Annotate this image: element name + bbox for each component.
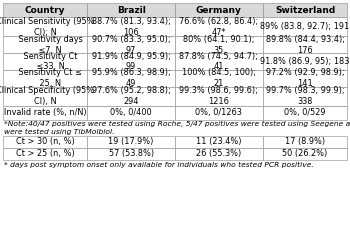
Text: Clinical Specificity (95%
CI), N: Clinical Specificity (95% CI), N <box>0 86 94 106</box>
Text: 91.8% (86.9, 95); 183: 91.8% (86.9, 95); 183 <box>260 57 350 66</box>
Text: 11 (23.4%): 11 (23.4%) <box>196 137 242 146</box>
Bar <box>3 148 87 160</box>
Text: 0%, 0/529: 0%, 0/529 <box>284 108 326 117</box>
Text: Brazil: Brazil <box>117 6 146 15</box>
Text: 95.9% (86.3, 98.9);
49: 95.9% (86.3, 98.9); 49 <box>92 68 170 88</box>
Bar <box>3 17 87 36</box>
Text: 99.3% (98.6, 99.6);
1216: 99.3% (98.6, 99.6); 1216 <box>180 86 258 106</box>
Text: 57 (53.8%): 57 (53.8%) <box>108 149 154 158</box>
Bar <box>87 106 175 120</box>
Text: Country: Country <box>25 6 65 15</box>
Bar <box>263 53 347 70</box>
Bar <box>263 148 347 160</box>
Text: 97.6% (95.2, 98.8);
294: 97.6% (95.2, 98.8); 294 <box>92 86 170 106</box>
Text: 89% (83.8, 92.7); 191: 89% (83.8, 92.7); 191 <box>260 22 350 31</box>
Text: 88.7% (81.3, 93.4);
106: 88.7% (81.3, 93.4); 106 <box>92 17 170 37</box>
Text: Sensitivity Ct ≤
    25, N: Sensitivity Ct ≤ 25, N <box>8 68 82 88</box>
Bar <box>87 3 175 17</box>
Text: 91.9% (84.9, 95.9);
99: 91.9% (84.9, 95.9); 99 <box>92 52 170 72</box>
Text: 76.6% (62.8, 86.4);
47*: 76.6% (62.8, 86.4); 47* <box>179 17 259 37</box>
Bar <box>175 17 263 36</box>
Bar <box>263 70 347 87</box>
Bar <box>87 36 175 53</box>
Bar <box>3 106 87 120</box>
Text: 80% (64.1, 90.1);
35: 80% (64.1, 90.1); 35 <box>183 35 255 55</box>
Bar <box>263 36 347 53</box>
Bar <box>175 148 263 160</box>
Text: Ct > 25 (n, %): Ct > 25 (n, %) <box>16 149 74 158</box>
Text: 87.8% (74.5, 94.7);
41: 87.8% (74.5, 94.7); 41 <box>180 52 258 72</box>
Text: 0%, 0/1263: 0%, 0/1263 <box>195 108 242 117</box>
Bar <box>3 36 87 53</box>
Text: 50 (26.2%): 50 (26.2%) <box>282 149 328 158</box>
Bar <box>175 87 263 106</box>
Bar <box>175 53 263 70</box>
Text: 100% (84.5, 100);
21: 100% (84.5, 100); 21 <box>182 68 256 88</box>
Bar <box>3 3 87 17</box>
Bar <box>87 148 175 160</box>
Bar <box>175 70 263 87</box>
Bar <box>3 136 87 148</box>
Bar <box>263 3 347 17</box>
Bar <box>87 136 175 148</box>
Text: 90.7% (83.3, 95.0);
97: 90.7% (83.3, 95.0); 97 <box>92 35 170 55</box>
Bar <box>263 17 347 36</box>
Text: 26 (55.3%): 26 (55.3%) <box>196 149 242 158</box>
Text: 0%, 0/400: 0%, 0/400 <box>110 108 152 117</box>
Bar <box>175 36 263 53</box>
Text: Sensitivity days
    ≤7, N: Sensitivity days ≤7, N <box>8 35 82 55</box>
Text: 97.2% (92.9, 98.9);
141: 97.2% (92.9, 98.9); 141 <box>266 68 344 88</box>
Bar <box>175 136 263 148</box>
Bar <box>87 17 175 36</box>
Bar <box>263 136 347 148</box>
Text: 89.8% (84.4, 93.4);
176: 89.8% (84.4, 93.4); 176 <box>266 35 344 55</box>
Text: 99.7% (98.3, 99.9);
338: 99.7% (98.3, 99.9); 338 <box>266 86 344 106</box>
Bar <box>175 106 263 120</box>
Text: Invalid rate (%, n/N): Invalid rate (%, n/N) <box>4 108 86 117</box>
Bar <box>3 53 87 70</box>
Text: Germany: Germany <box>196 6 242 15</box>
Text: *Note:40/47 positives were tested using Roche, 5/47 positives were tested using : *Note:40/47 positives were tested using … <box>4 121 350 135</box>
Bar <box>3 70 87 87</box>
Bar <box>263 106 347 120</box>
Text: Sensitivity Ct
    ≤33, N: Sensitivity Ct ≤33, N <box>13 52 77 72</box>
Bar <box>87 87 175 106</box>
Text: 19 (17.9%): 19 (17.9%) <box>108 137 154 146</box>
Bar <box>263 87 347 106</box>
Bar <box>87 53 175 70</box>
Bar <box>3 87 87 106</box>
Text: Ct > 30 (n, %): Ct > 30 (n, %) <box>16 137 74 146</box>
Text: Clinical Sensitivity (95%
CI); N: Clinical Sensitivity (95% CI); N <box>0 17 94 37</box>
Text: * days post symptom onset only available for individuals who tested PCR positive: * days post symptom onset only available… <box>4 161 313 168</box>
Text: Switzerland: Switzerland <box>275 6 335 15</box>
Bar <box>87 70 175 87</box>
Bar <box>175 3 263 17</box>
Text: 17 (8.9%): 17 (8.9%) <box>285 137 325 146</box>
